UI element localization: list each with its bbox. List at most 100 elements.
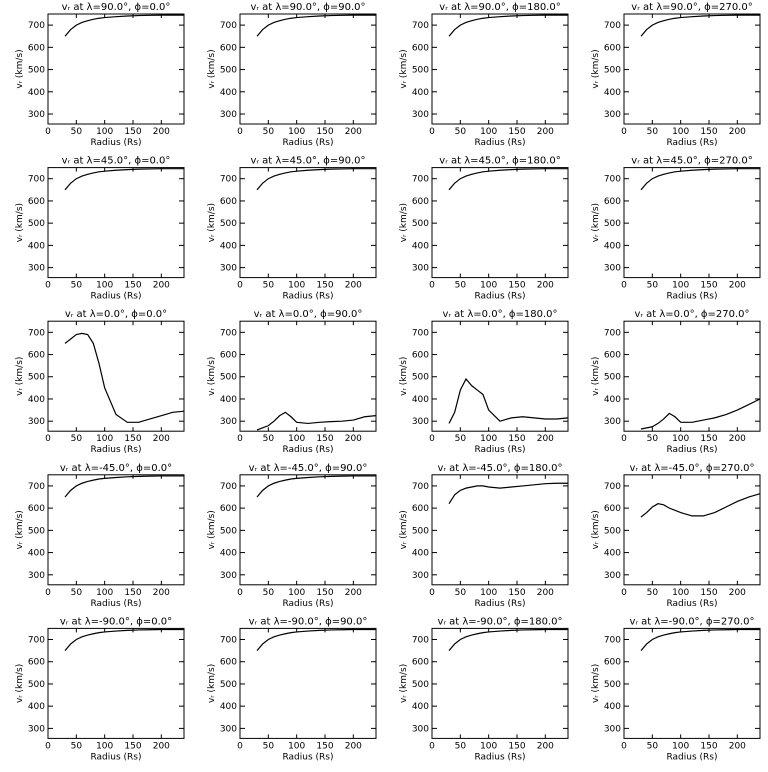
y-tick-label: 400 <box>412 88 429 98</box>
y-tick-label: 600 <box>412 351 429 361</box>
x-tick-label: 50 <box>263 281 275 291</box>
x-tick-label: 200 <box>729 434 746 444</box>
x-axis-title: Radius (Rs) <box>90 138 141 148</box>
y-axis-title: vᵣ (km/s) <box>15 49 25 88</box>
y-tick-label: 300 <box>220 110 237 120</box>
y-tick-label: 600 <box>604 504 621 514</box>
x-tick-label: 50 <box>71 434 83 444</box>
x-axis-title: Radius (Rs) <box>282 599 333 609</box>
data-line <box>448 14 568 37</box>
y-tick-label: 600 <box>604 197 621 207</box>
panel: vᵣ at λ=-45.0°, ϕ=90.0° 0 50 100 150 200 300 40… <box>207 463 377 609</box>
y-tick-label: 600 <box>220 504 237 514</box>
chart-title: vᵣ at λ=90.0°, ϕ=180.0° <box>439 2 560 13</box>
x-tick-label: 50 <box>263 741 275 751</box>
x-axis-title: Radius (Rs) <box>666 752 717 762</box>
chart-title: vᵣ at λ=45.0°, ϕ=180.0° <box>439 156 560 167</box>
plot-frame <box>431 627 569 739</box>
x-tick-label: 0 <box>237 741 243 751</box>
y-tick-label: 500 <box>412 373 429 383</box>
y-tick-label: 700 <box>412 482 429 492</box>
panel: vᵣ at λ=90.0°, ϕ=270.0° 0 50 100 150 200 300 40… <box>591 2 761 148</box>
x-tick-label: 0 <box>621 127 627 137</box>
y-tick-label: 300 <box>412 417 429 427</box>
x-tick-label: 150 <box>316 588 333 598</box>
chart-title: vᵣ at λ=0.0°, ϕ=0.0° <box>65 309 167 320</box>
y-axis-title: vᵣ (km/s) <box>399 510 409 549</box>
x-tick-label: 150 <box>316 281 333 291</box>
x-tick-label: 200 <box>729 588 746 598</box>
x-tick-label: 50 <box>647 127 659 137</box>
y-tick-label: 500 <box>220 526 237 536</box>
x-tick-label: 150 <box>700 434 717 444</box>
y-tick-label: 500 <box>412 680 429 690</box>
x-tick-label: 200 <box>153 281 170 291</box>
data-line <box>448 482 568 505</box>
x-axis-title: Radius (Rs) <box>666 599 717 609</box>
y-tick-label: 700 <box>28 482 45 492</box>
chart-title: vᵣ at λ=45.0°, ϕ=270.0° <box>631 156 752 167</box>
y-tick-label: 500 <box>28 526 45 536</box>
data-line <box>448 377 569 424</box>
y-axis-title: vᵣ (km/s) <box>399 664 409 703</box>
data-line <box>448 628 568 652</box>
x-tick-label: 0 <box>45 281 51 291</box>
panel: vᵣ at λ=-45.0°, ϕ=0.0° 0 50 100 150 200 300 400… <box>15 463 185 609</box>
panel: vᵣ at λ=90.0°, ϕ=0.0° 0 50 100 150 200 300 400 5… <box>15 2 185 148</box>
x-axis-title: Radius (Rs) <box>282 292 333 302</box>
x-axis-title: Radius (Rs) <box>666 292 717 302</box>
y-axis-title: vᵣ (km/s) <box>207 664 217 703</box>
y-tick-label: 700 <box>28 21 45 31</box>
x-tick-label: 50 <box>455 434 467 444</box>
x-tick-label: 100 <box>672 434 689 444</box>
x-tick-label: 100 <box>480 434 497 444</box>
x-axis-title: Radius (Rs) <box>666 138 717 148</box>
data-line <box>64 628 184 652</box>
x-tick-label: 150 <box>508 741 525 751</box>
panel: vᵣ at λ=-90.0°, ϕ=0.0° 0 50 100 150 200 300 400… <box>15 616 185 762</box>
y-tick-label: 400 <box>28 395 45 405</box>
data-line <box>256 628 376 652</box>
chart-title: vᵣ at λ=90.0°, ϕ=0.0° <box>62 2 171 13</box>
x-tick-label: 0 <box>237 434 243 444</box>
y-tick-label: 400 <box>412 702 429 712</box>
y-tick-label: 500 <box>28 680 45 690</box>
x-tick-label: 200 <box>153 127 170 137</box>
x-tick-label: 200 <box>345 127 362 137</box>
plot-frame <box>431 167 569 279</box>
x-tick-label: 150 <box>508 434 525 444</box>
y-axis-title: vᵣ (km/s) <box>15 664 25 703</box>
x-tick-label: 50 <box>647 281 659 291</box>
y-tick-label: 300 <box>28 724 45 734</box>
panel: vᵣ at λ=-90.0°, ϕ=270.0° 0 50 100 150 200 300 4… <box>591 616 761 762</box>
y-tick-label: 600 <box>28 658 45 668</box>
panel: vᵣ at λ=0.0°, ϕ=270.0° 0 50 100 150 200 300 400… <box>591 309 761 455</box>
y-tick-label: 300 <box>604 417 621 427</box>
y-tick-label: 300 <box>604 264 621 274</box>
chart-title: vᵣ at λ=45.0°, ϕ=0.0° <box>62 156 171 167</box>
y-tick-label: 600 <box>28 504 45 514</box>
y-tick-label: 600 <box>604 351 621 361</box>
plot-frame <box>623 627 761 739</box>
x-axis-title: Radius (Rs) <box>474 599 525 609</box>
panel: vᵣ at λ=-45.0°, ϕ=270.0° 0 50 100 150 200 300 4… <box>591 463 761 609</box>
y-tick-label: 700 <box>220 482 237 492</box>
x-tick-label: 100 <box>288 588 305 598</box>
x-tick-label: 0 <box>621 741 627 751</box>
y-tick-label: 300 <box>28 571 45 581</box>
y-axis-title: vᵣ (km/s) <box>591 203 601 242</box>
plot-frame <box>431 13 569 125</box>
y-tick-label: 500 <box>412 66 429 76</box>
x-axis-title: Radius (Rs) <box>90 752 141 762</box>
y-tick-label: 600 <box>28 351 45 361</box>
y-tick-label: 600 <box>412 197 429 207</box>
y-tick-label: 300 <box>28 264 45 274</box>
panel: vᵣ at λ=-90.0°, ϕ=180.0° 0 50 100 150 200 300 4… <box>399 616 569 762</box>
x-axis-title: Radius (Rs) <box>282 445 333 455</box>
x-tick-label: 100 <box>672 588 689 598</box>
x-tick-label: 100 <box>288 741 305 751</box>
plot-frame <box>623 320 761 432</box>
y-tick-label: 600 <box>604 43 621 53</box>
x-tick-label: 0 <box>429 741 435 751</box>
y-tick-label: 400 <box>604 241 621 251</box>
